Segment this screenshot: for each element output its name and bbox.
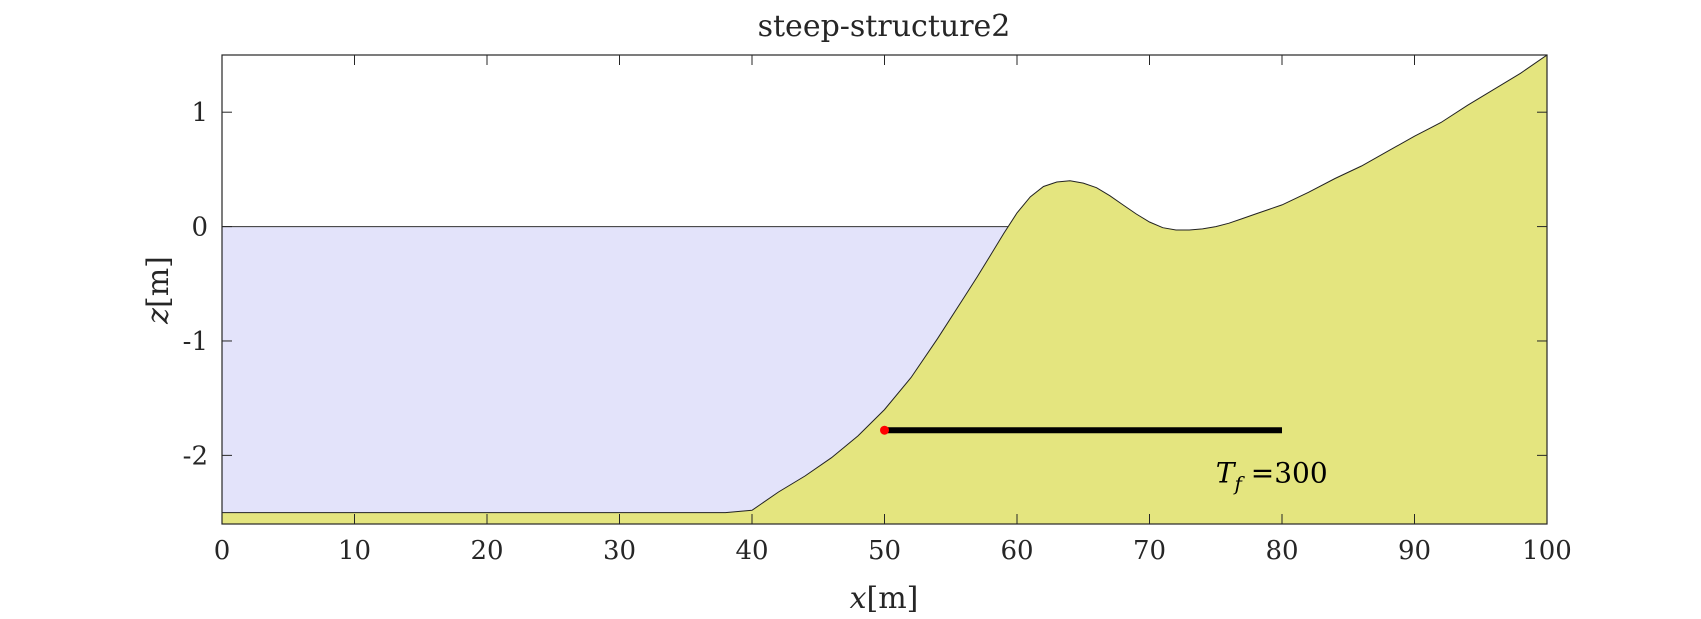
x-axis-label: x[m]: [850, 581, 919, 616]
x-tick-label: 30: [603, 536, 636, 566]
y-tick-label: 0: [191, 213, 208, 243]
x-tick-label: 50: [868, 536, 901, 566]
x-tick-label: 40: [735, 536, 768, 566]
y-tick-label: -1: [183, 327, 208, 357]
transect-start-marker: [880, 425, 889, 435]
x-tick-label: 60: [1000, 536, 1033, 566]
x-tick-label: 10: [338, 536, 371, 566]
tf-annotation-value: =300: [1242, 457, 1328, 490]
bed-area: [222, 55, 1547, 524]
x-tick-label: 0: [214, 536, 231, 566]
y-axis-ticks: 1 0 -1 -2: [183, 98, 1547, 471]
y-axis-label-var: z: [141, 308, 176, 325]
x-axis-label-var: x: [850, 581, 867, 616]
x-tick-label: 20: [470, 536, 503, 566]
x-tick-label: 100: [1522, 536, 1572, 566]
x-tick-label: 90: [1398, 536, 1431, 566]
tf-annotation-var: T: [1216, 457, 1237, 490]
y-tick-label: -2: [183, 441, 208, 471]
x-tick-label: 70: [1133, 536, 1166, 566]
tf-annotation: Tf =300: [1216, 457, 1328, 496]
y-axis-label: z[m]: [141, 256, 176, 325]
bed-profile-line: [222, 55, 1547, 514]
x-axis-ticks: 0 10 20 30 40 50 60 70 80 90 100: [214, 55, 1572, 566]
y-axis-label-unit: [m]: [141, 256, 176, 308]
x-axis-label-unit: [m]: [867, 581, 919, 616]
x-tick-label: 80: [1265, 536, 1298, 566]
chart-title: steep-structure2: [758, 9, 1011, 44]
plot-frame: [221, 54, 1548, 525]
y-tick-label: 1: [191, 98, 208, 128]
water-area: [222, 226, 1009, 513]
